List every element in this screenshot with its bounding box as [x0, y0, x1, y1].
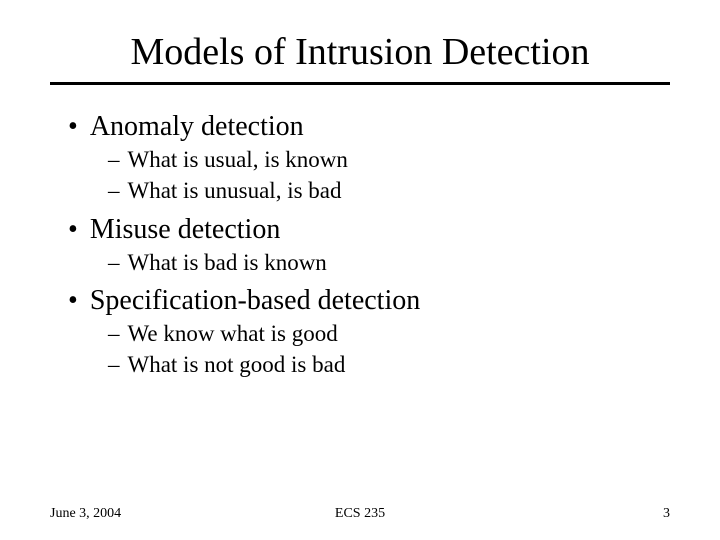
bullet-marker: • [68, 216, 78, 244]
bullet-label: Specification-based detection [90, 283, 420, 318]
slide-title: Models of Intrusion Detection [50, 30, 670, 74]
sub-item: – What is bad is known [68, 249, 670, 278]
sub-marker: – [108, 250, 120, 276]
footer-page: 3 [663, 506, 670, 522]
slide-footer: June 3, 2004 ECS 235 3 [50, 506, 670, 522]
bullet-marker: • [68, 113, 78, 141]
sub-item: – What is not good is bad [68, 351, 670, 380]
sub-label: We know what is good [128, 320, 338, 349]
bullet-marker: • [68, 287, 78, 315]
slide-content: • Anomaly detection – What is usual, is … [50, 109, 670, 380]
bullet-item: • Anomaly detection [68, 109, 670, 144]
sub-item: – We know what is good [68, 320, 670, 349]
sub-marker: – [108, 178, 120, 204]
sub-marker: – [108, 352, 120, 378]
sub-marker: – [108, 321, 120, 347]
sub-item: – What is usual, is known [68, 146, 670, 175]
title-divider [50, 82, 670, 85]
sub-item: – What is unusual, is bad [68, 177, 670, 206]
sub-label: What is bad is known [128, 249, 327, 278]
bullet-item: • Specification-based detection [68, 283, 670, 318]
bullet-label: Anomaly detection [90, 109, 304, 144]
footer-course: ECS 235 [335, 506, 385, 522]
sub-label: What is usual, is known [128, 146, 348, 175]
sub-marker: – [108, 147, 120, 173]
bullet-item: • Misuse detection [68, 212, 670, 247]
bullet-label: Misuse detection [90, 212, 281, 247]
sub-label: What is unusual, is bad [128, 177, 342, 206]
footer-date: June 3, 2004 [50, 506, 121, 522]
sub-label: What is not good is bad [128, 351, 346, 380]
